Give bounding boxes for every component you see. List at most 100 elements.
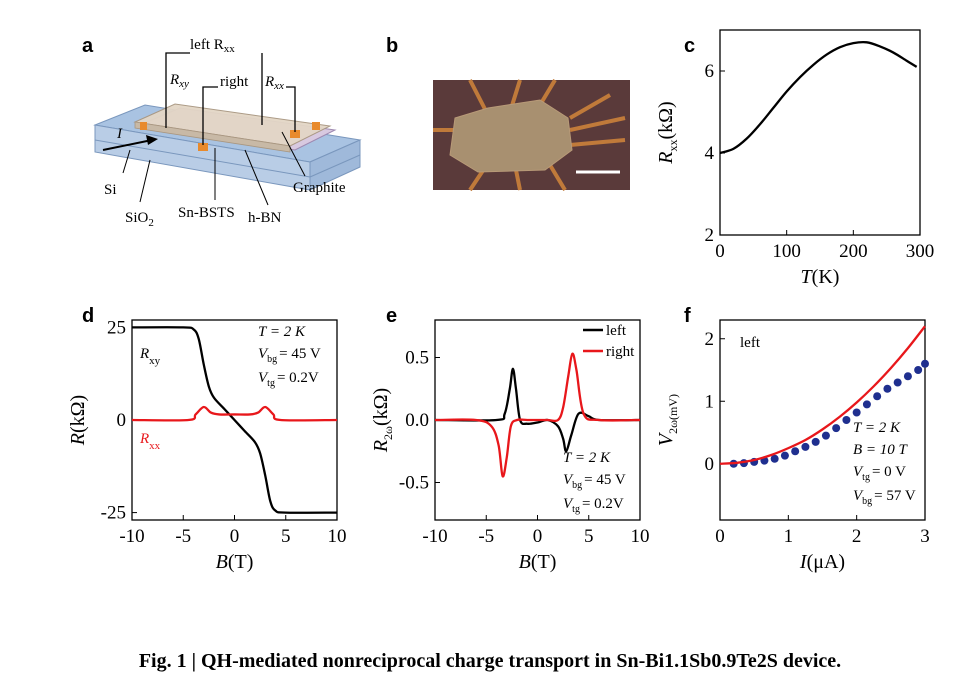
f-annotation-left: left <box>740 335 761 351</box>
f-ytick-label: 2 <box>705 329 715 350</box>
panel-c: c 0 100 200 300 2 4 6 T(K) Rxx(kΩ) <box>655 29 935 288</box>
panel-f: f 0 1 2 3 0 1 2 I(μA) V2ω(mV) left T = 2 K B = 1… <box>655 305 930 573</box>
c-ytick-label: 6 <box>705 61 715 82</box>
f-xtick-label: 0 <box>715 526 725 547</box>
f-point <box>883 384 892 393</box>
pointer-si <box>122 149 131 174</box>
d-xtick-label: -10 <box>119 526 144 547</box>
wire-right-rxx <box>286 86 296 132</box>
d-xtick-label: 0 <box>230 526 240 547</box>
plot-f: 0 1 2 3 0 1 2 I(μA) V2ω(mV) <box>655 319 930 573</box>
e-ytick-label: 0.5 <box>405 348 429 369</box>
e-ylabel-subscript: 2ω <box>381 426 395 440</box>
d-annotation-vtg: Vtg = 0.2V <box>258 370 319 389</box>
f-point <box>921 359 929 368</box>
d-xlabel-unit: (T) <box>228 551 254 573</box>
f-xlabel-unit: (μA) <box>807 551 846 573</box>
e-xtick-label: 5 <box>584 526 594 547</box>
f-annotation-temperature: T = 2 K <box>853 420 901 436</box>
f-point <box>852 408 861 417</box>
f-point <box>862 400 871 409</box>
f-annotation-vbg: Vbg = 57 V <box>853 488 916 507</box>
panel-label-a: a <box>82 35 94 57</box>
d-ylabel: R(kΩ) <box>67 395 89 446</box>
e-ylabel-symbol: R <box>370 440 392 453</box>
substrate-side <box>309 139 361 191</box>
figure-caption: Fig. 1 | QH-mediated nonreciprocal charg… <box>0 650 980 673</box>
contact-4 <box>140 122 147 130</box>
oxide-interface-side <box>309 154 361 178</box>
panel-label-e: e <box>386 305 397 327</box>
current-arrow-head <box>146 135 158 145</box>
label-hbn: h-BN <box>248 210 282 226</box>
label-rxy: Rxy <box>169 72 189 90</box>
wire-left-rxx-1 <box>165 52 190 128</box>
c-series-line-0 <box>719 40 918 155</box>
e-xtick-label: -10 <box>422 526 447 547</box>
f-annotation-field: B = 10 T <box>853 442 909 458</box>
d-ylabel-symbol: R <box>67 433 89 446</box>
d-annotation-temperature: T = 2 K <box>258 324 306 340</box>
f-point <box>842 416 851 424</box>
f-point <box>780 451 789 460</box>
f-frame <box>719 319 926 521</box>
e-legend-right-label: right <box>606 344 635 360</box>
d-ytick-label: 0 <box>117 410 127 431</box>
e-ytick-label: -0.5 <box>399 473 429 494</box>
d-ytick-label: 25 <box>107 317 126 338</box>
label-si: Si <box>104 182 117 198</box>
f-point <box>770 454 779 463</box>
f-point <box>791 447 800 456</box>
d-series-line-R_xy <box>131 326 338 514</box>
e-xtick-label: 0 <box>533 526 543 547</box>
label-sn-bsts: Sn-BSTS <box>178 205 235 221</box>
e-ylabel-unit: (kΩ) <box>370 388 392 426</box>
label-left-rxx: left Rxx <box>190 37 235 55</box>
panel-label-f: f <box>684 305 691 327</box>
e-xlabel: B(T) <box>519 551 557 573</box>
c-ylabel: Rxx(kΩ) <box>655 101 680 164</box>
c-xtick-label: 300 <box>906 241 935 262</box>
panel-e: e -10 -5 0 5 10 0.5 0.0 -0.5 B(T) R2ω(kΩ) left ri… <box>370 305 650 573</box>
d-xlabel-symbol: B <box>216 551 228 573</box>
c-ytick-label: 2 <box>705 225 715 246</box>
d-xtick-label: 5 <box>281 526 291 547</box>
f-series-line-1 <box>719 325 926 465</box>
c-xlabel-symbol: T <box>801 266 814 288</box>
device-edge <box>134 121 291 153</box>
panel-label-d: d <box>82 305 94 327</box>
e-annotation-vbg: Vbg = 45 V <box>563 472 626 491</box>
plot-c: 0 100 200 300 2 4 6 T(K) Rxx(kΩ) <box>655 29 935 288</box>
d-xtick-label: 10 <box>328 526 347 547</box>
c-xtick-label: 0 <box>715 241 725 262</box>
d-xlabel: B(T) <box>216 551 254 573</box>
plot-e: -10 -5 0 5 10 0.5 0.0 -0.5 B(T) R2ω(kΩ) <box>370 319 650 573</box>
f-ylabel-symbol: V <box>655 431 677 446</box>
pointer-hbn <box>244 149 269 206</box>
contact-1 <box>198 143 208 151</box>
d-ylabel-unit: (kΩ) <box>67 395 89 433</box>
d-ytick-label: -25 <box>101 503 126 524</box>
c-xlabel: T(K) <box>801 266 840 288</box>
panel-b: b <box>386 35 630 192</box>
f-point <box>801 442 810 451</box>
e-annotation-vtg: Vtg = 0.2V <box>563 496 624 515</box>
f-point <box>832 424 841 433</box>
c-frame <box>719 29 921 236</box>
plot-d: -10 -5 0 5 10 25 0 -25 B(T) R(kΩ) <box>67 317 347 573</box>
c-ylabel-subscript: xx <box>666 139 680 151</box>
d-legend-rxy: Rxy <box>139 346 161 367</box>
micrograph-flake <box>449 99 573 173</box>
panel-label-c: c <box>684 35 695 57</box>
f-xlabel-symbol: I <box>799 551 808 573</box>
e-annotation-temperature: T = 2 K <box>563 450 611 466</box>
label-right: right <box>220 74 249 90</box>
f-xlabel: I(μA) <box>799 551 845 573</box>
f-ytick-label: 1 <box>705 391 715 412</box>
f-point <box>811 437 820 446</box>
c-ylabel-symbol: R <box>655 151 677 164</box>
e-ylabel: R2ω(kΩ) <box>370 388 395 453</box>
panel-a: a left Rxx Rxy right Rxx I <box>82 35 362 229</box>
e-series-line-left <box>434 367 641 453</box>
d-series-line-R_xx <box>131 405 338 422</box>
